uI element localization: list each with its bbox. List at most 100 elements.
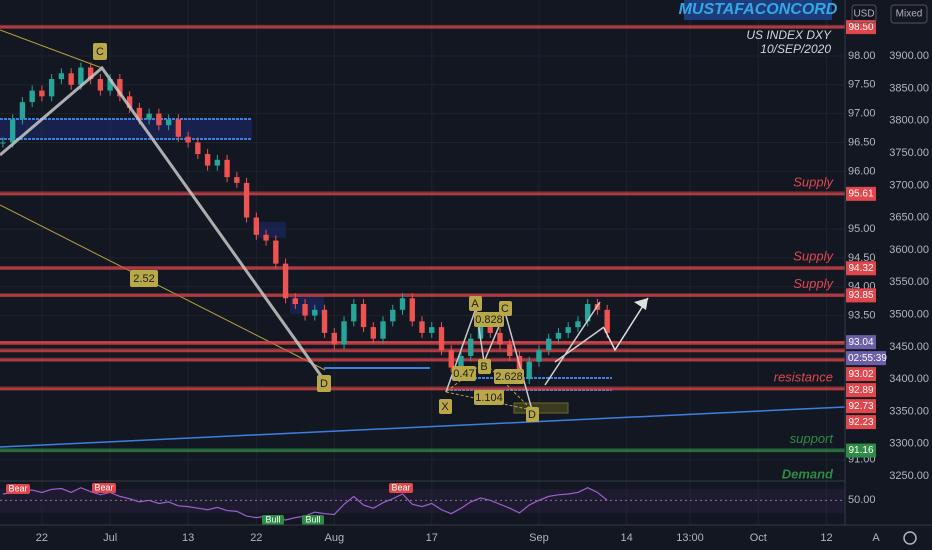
y2-tick-label: 3400.00 xyxy=(889,373,929,385)
y2-tick-label: 3600.00 xyxy=(889,244,929,256)
candle xyxy=(409,298,415,322)
price-label: 93.02 xyxy=(848,369,873,380)
y2-tick-label: 3250.00 xyxy=(889,470,929,482)
price-label-box xyxy=(846,20,876,35)
currency-button[interactable] xyxy=(851,4,877,24)
candle xyxy=(19,102,26,120)
x-tick-label: Oct xyxy=(750,532,767,544)
price-label: 98.50 xyxy=(848,22,873,33)
y-tick-label: 96.00 xyxy=(848,165,876,177)
ratio: 0.828 xyxy=(475,314,503,326)
label-box xyxy=(526,407,539,422)
candle xyxy=(312,309,318,316)
candle xyxy=(136,107,143,120)
candle xyxy=(448,350,454,368)
y2-tick-label: 3300.00 xyxy=(889,438,929,450)
scale-mode[interactable]: Mixed xyxy=(896,9,923,20)
y2-tick-label: 3750.00 xyxy=(889,147,929,159)
candle xyxy=(234,177,240,183)
candle xyxy=(477,327,484,339)
pattern-label: B xyxy=(480,361,487,373)
candle xyxy=(429,327,435,333)
channel xyxy=(544,301,601,386)
auto-button[interactable]: A xyxy=(872,532,880,544)
candle xyxy=(195,142,201,155)
pattern-labels: C D X A B C D 2.52 0.828 0.47 2.628 1.10… xyxy=(93,43,539,422)
candle xyxy=(380,321,386,339)
bear-label: Bear xyxy=(94,482,113,492)
bear-label: Bear xyxy=(391,482,410,492)
price-label: 93.04 xyxy=(848,337,873,348)
price-label-box xyxy=(846,288,876,303)
candle xyxy=(126,96,133,108)
candle xyxy=(29,90,35,103)
candle xyxy=(555,332,562,339)
pattern-leg xyxy=(0,65,326,381)
candle xyxy=(273,240,279,264)
y2-tick-label: 3900.00 xyxy=(889,50,929,62)
price-label: 93.85 xyxy=(848,290,873,301)
demand-label: Demand xyxy=(782,466,834,481)
price-label-box xyxy=(846,367,876,382)
y-tick-label: 97.50 xyxy=(848,79,876,91)
price-label-box xyxy=(846,335,876,350)
candle xyxy=(331,332,337,345)
candle xyxy=(497,332,503,345)
candle xyxy=(39,90,45,97)
date: 10/SEP/2020 xyxy=(760,42,831,56)
zone xyxy=(0,119,252,139)
candle xyxy=(78,67,84,85)
x-tick-label: 13:00 xyxy=(676,532,704,544)
x-tick-label: 13 xyxy=(182,532,194,544)
candle xyxy=(526,361,532,380)
ratio-box xyxy=(130,270,158,287)
candle xyxy=(97,79,104,91)
candle xyxy=(536,350,542,362)
price-label-box xyxy=(846,399,876,414)
y-tick-label: 96.50 xyxy=(848,136,876,148)
candle xyxy=(438,327,445,351)
candle xyxy=(360,304,367,328)
candle xyxy=(165,119,172,126)
level-name: Supply xyxy=(793,249,834,264)
candle xyxy=(185,136,191,143)
pattern-label: C xyxy=(96,46,104,58)
candle xyxy=(585,304,591,322)
zone xyxy=(256,222,286,238)
price-label: 94.32 xyxy=(848,263,873,274)
candle xyxy=(48,79,55,97)
x-tick-label: Aug xyxy=(325,532,345,544)
price-label: 95.61 xyxy=(848,188,873,199)
ratio: 2.628 xyxy=(495,371,523,383)
y2-tick-label: 3350.00 xyxy=(889,405,929,417)
candle xyxy=(321,309,328,333)
price-label-box xyxy=(846,415,876,430)
candle xyxy=(458,355,464,368)
candle xyxy=(156,113,162,126)
currency[interactable]: USD xyxy=(853,9,874,20)
brand: MUSTAFACONCORD xyxy=(679,1,838,18)
candle xyxy=(175,119,182,137)
y2-tick-label: 3450.00 xyxy=(889,341,929,353)
price-label: 92.89 xyxy=(848,385,873,396)
pattern-label: D xyxy=(320,378,328,390)
price-label-box xyxy=(846,443,876,458)
countdown: 02:55:39 xyxy=(848,353,887,364)
symbol: US INDEX DXY xyxy=(746,28,832,42)
scale-button[interactable] xyxy=(890,4,928,24)
settings-icon[interactable] xyxy=(903,531,917,545)
x-tick-label: Sep xyxy=(529,532,549,544)
fib-line xyxy=(0,29,103,69)
x-tick-label: Jul xyxy=(103,532,117,544)
y-tick-label: 94.50 xyxy=(848,252,876,264)
price-label: 91.16 xyxy=(848,445,873,456)
x-tick-label: 17 xyxy=(426,532,438,544)
candle xyxy=(117,79,123,97)
pattern-leg xyxy=(445,361,534,411)
ratio: 0.47 xyxy=(453,368,474,380)
candle xyxy=(399,298,406,310)
candle xyxy=(370,327,376,339)
y-tick-label: 97.00 xyxy=(848,108,876,120)
label-box xyxy=(478,359,491,374)
candle xyxy=(546,338,552,351)
